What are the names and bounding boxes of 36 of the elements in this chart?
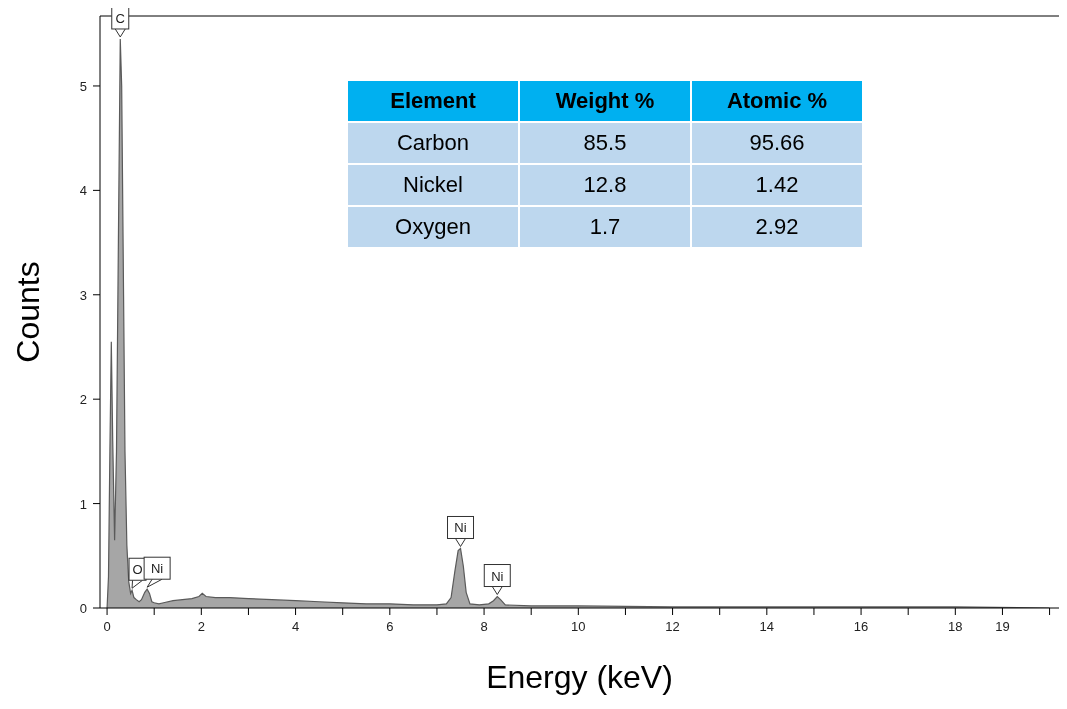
annotation: O (132, 562, 143, 578)
x-axis-title: Energy (keV) (486, 659, 673, 695)
series-label: Weight % (519, 80, 691, 122)
data-label: 1.7 (519, 206, 691, 248)
annotation: C (115, 10, 125, 26)
series-label: Atomic % (691, 80, 863, 122)
x-tick-label: 4 (291, 619, 300, 634)
x-tick-label: 18 (948, 619, 963, 634)
y-tick-label: 2 (79, 392, 87, 408)
x-tick-label: 0 (103, 619, 111, 634)
data-label: 12.8 (519, 164, 691, 206)
data-label: 2.92 (691, 206, 863, 248)
data-label: 1.42 (691, 164, 863, 206)
category-label: Carbon (347, 122, 519, 164)
x-tick-label: 16 (853, 619, 869, 634)
category-label: Oxygen (347, 206, 519, 248)
x-tick-label: 2 (197, 619, 205, 634)
annotation: Ni (454, 520, 467, 536)
y-tick-label: 4 (79, 183, 87, 199)
x-tick-label: 12 (665, 619, 680, 634)
x-tick-label: 8 (480, 619, 488, 634)
annotation: Ni (491, 568, 504, 584)
text: Element (347, 80, 519, 122)
x-tick-label: 10 (571, 619, 586, 634)
y-tick-label: 0 (79, 601, 87, 616)
y-tick-label: 5 (79, 78, 87, 94)
category-label: Nickel (347, 164, 519, 206)
data-label: 95.66 (691, 122, 863, 164)
y-axis-title: Counts (10, 261, 47, 363)
annotation: Ni (150, 561, 164, 577)
y-tick-label: 3 (79, 287, 87, 303)
y-tick-label: 1 (79, 496, 87, 512)
x-tick-label: 6 (386, 619, 394, 634)
x-tick-label: 19 (995, 619, 1010, 634)
x-tick-label: 14 (759, 619, 775, 634)
data-label: 85.5 (519, 122, 691, 164)
